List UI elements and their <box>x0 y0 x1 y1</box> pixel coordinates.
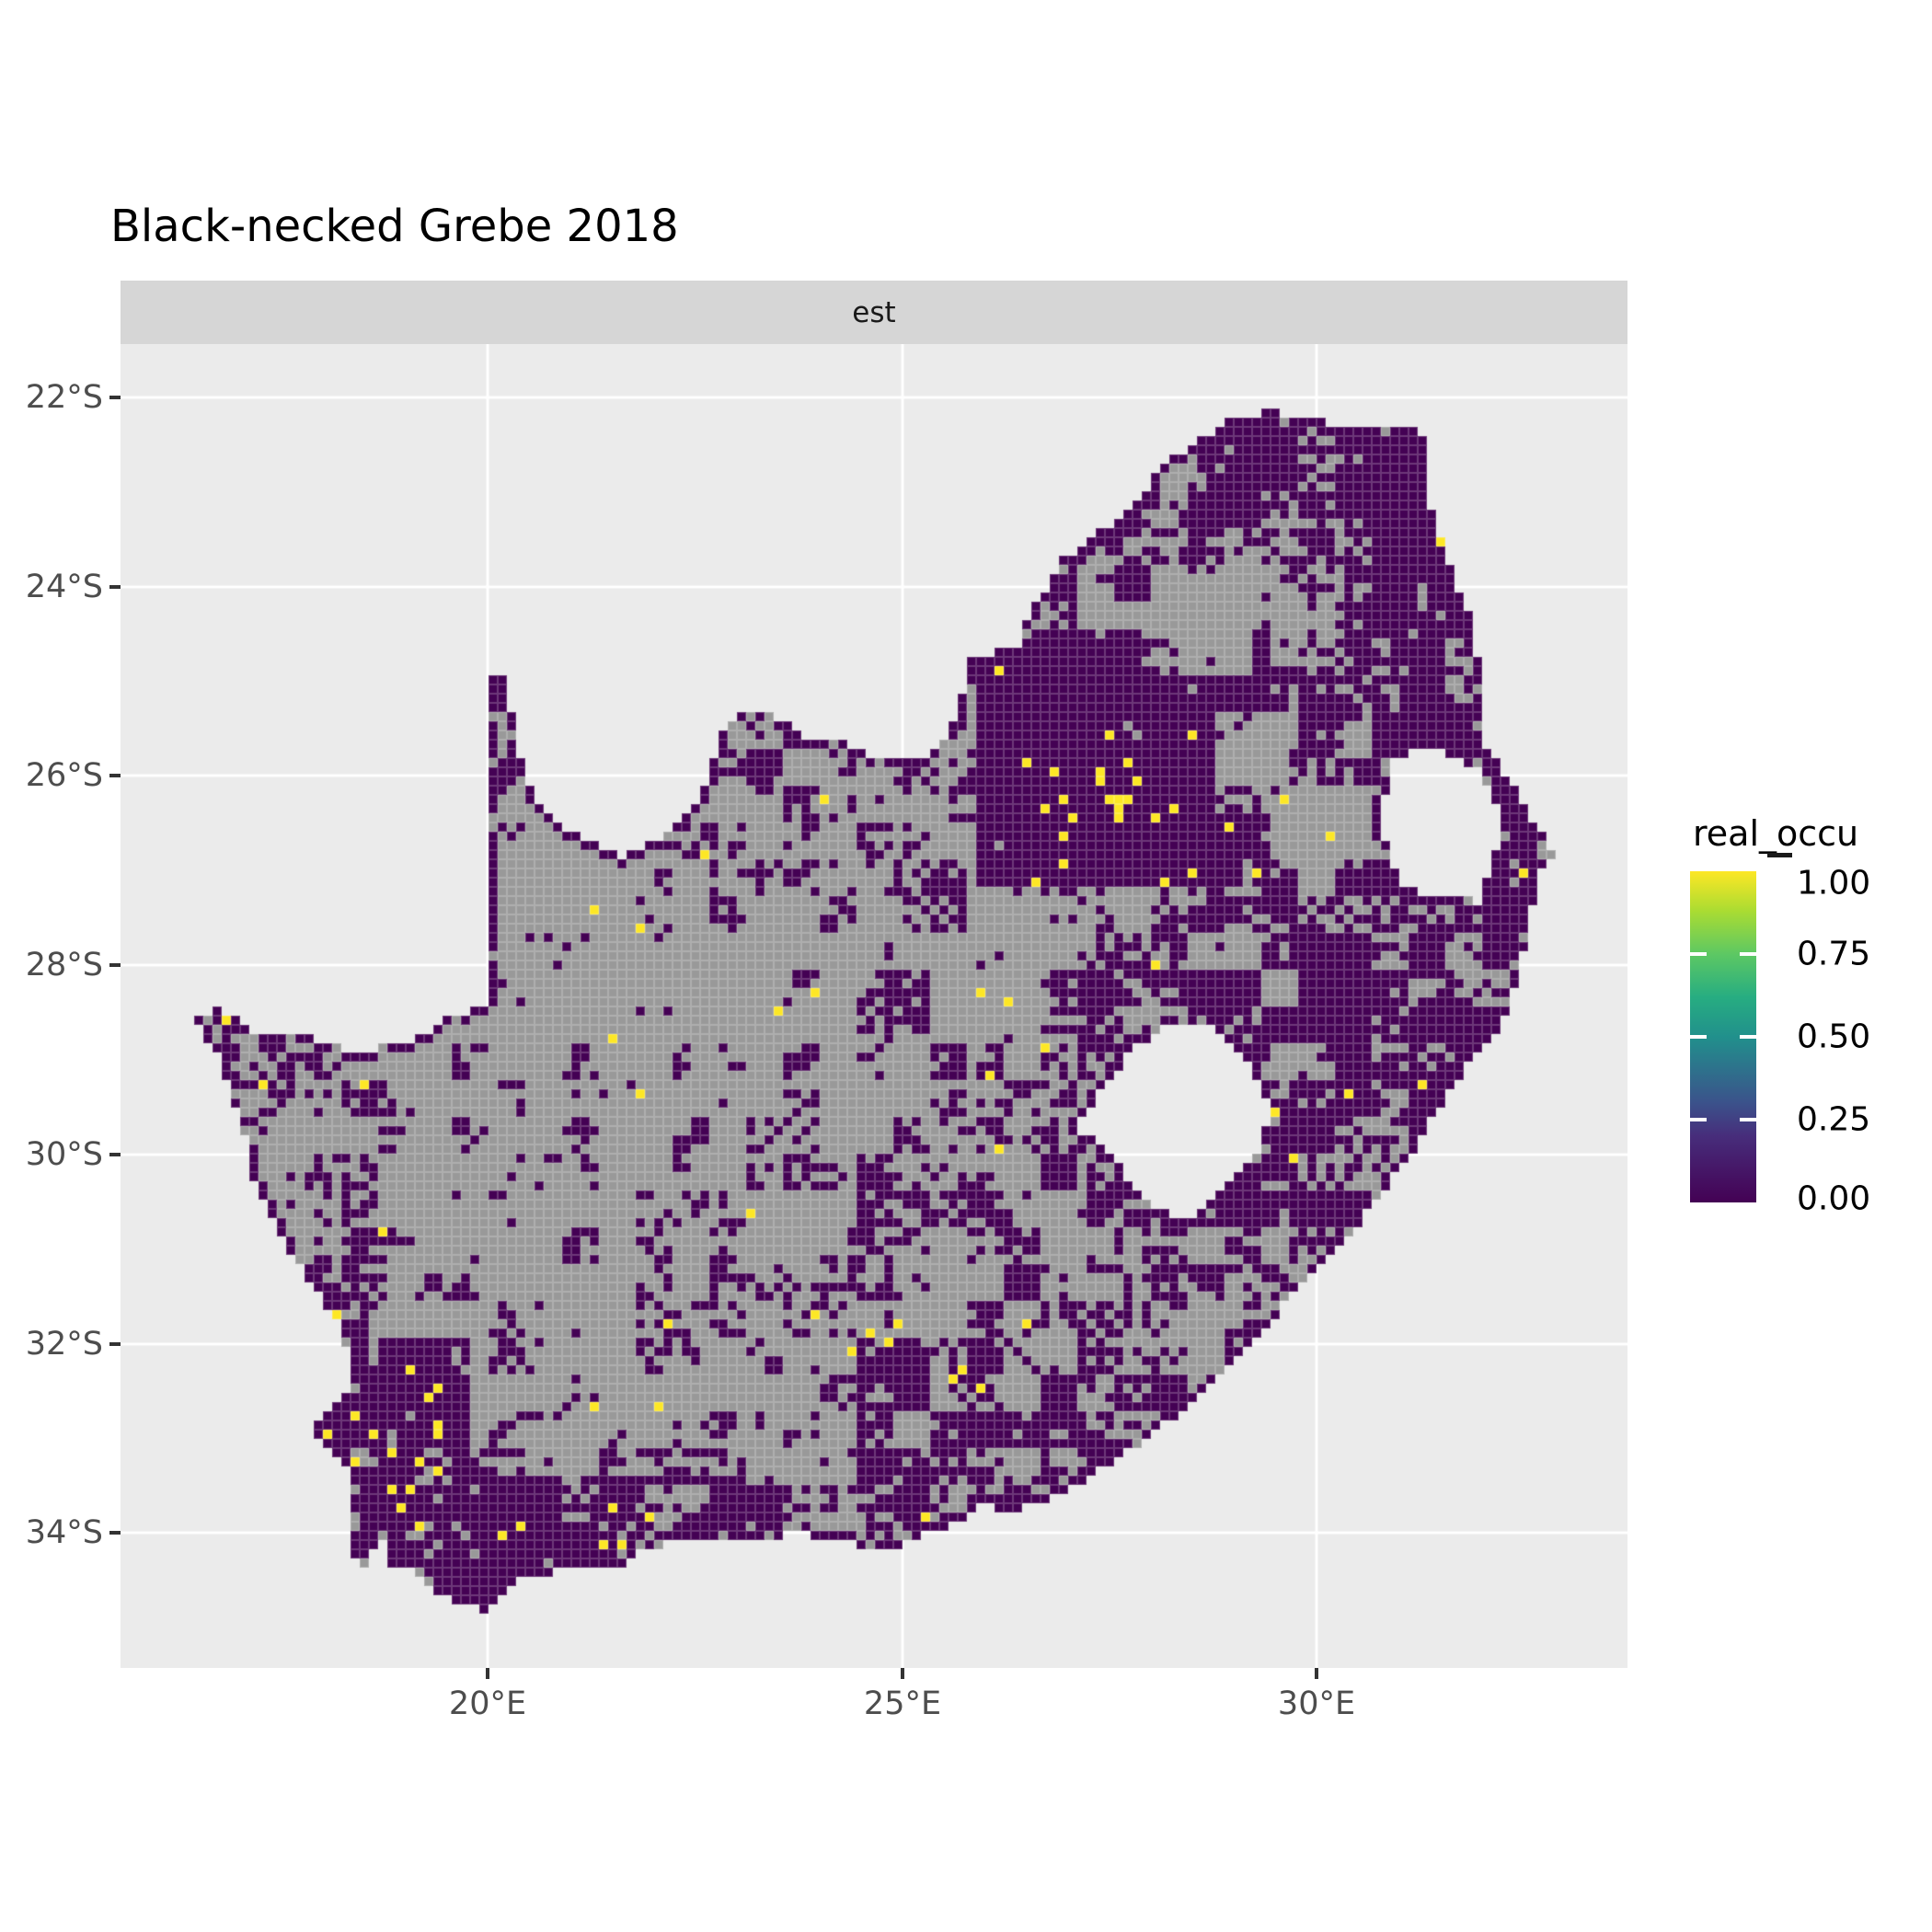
x-axis-tick-mark <box>901 1668 904 1679</box>
legend-value-label: 0.00 <box>1797 1179 1871 1218</box>
legend-tick-mark <box>1690 1035 1707 1039</box>
legend-value-label: 0.25 <box>1797 1100 1871 1139</box>
legend-tick-mark <box>1690 1118 1707 1121</box>
y-axis-tick-label: 22°S <box>25 379 103 416</box>
facet-strip-label: est <box>852 295 896 329</box>
legend-tick-mark <box>1690 952 1707 956</box>
x-axis-tick-label: 30°E <box>1277 1685 1356 1722</box>
y-axis-tick-mark <box>109 774 121 777</box>
x-axis-tick-label: 20°E <box>448 1685 527 1722</box>
legend-value-label: 0.75 <box>1797 935 1871 973</box>
y-axis-tick-mark <box>109 963 121 967</box>
x-axis-tick-label: 25°E <box>863 1685 942 1722</box>
facet-strip: est <box>121 281 1627 344</box>
plot-title: Black-necked Grebe 2018 <box>110 201 679 252</box>
x-axis-tick-mark <box>1315 1668 1318 1679</box>
legend-tick-mark <box>1740 1118 1756 1121</box>
legend-tick-mark <box>1740 952 1756 956</box>
legend-value-label: 0.50 <box>1797 1018 1871 1056</box>
legend-title: real_occu <box>1693 813 1859 854</box>
y-axis-tick-label: 28°S <box>25 947 103 983</box>
legend-value-label: 1.00 <box>1797 864 1871 903</box>
y-axis-tick-label: 24°S <box>25 569 103 605</box>
legend-tick-mark <box>1740 1035 1756 1039</box>
y-axis-tick-mark <box>109 396 121 399</box>
x-axis-tick-mark <box>486 1668 489 1679</box>
y-axis-tick-mark <box>109 1531 121 1535</box>
y-axis-tick-mark <box>109 1153 121 1156</box>
y-axis-tick-mark <box>109 585 121 589</box>
y-axis-tick-label: 32°S <box>25 1326 103 1363</box>
y-axis-tick-label: 30°S <box>25 1136 103 1173</box>
map-panel <box>121 344 1627 1668</box>
map-canvas <box>121 344 1627 1668</box>
y-axis-tick-mark <box>109 1342 121 1346</box>
y-axis-tick-label: 26°S <box>25 757 103 794</box>
legend-top-tick <box>1767 853 1792 857</box>
y-axis-tick-label: 34°S <box>25 1514 103 1551</box>
